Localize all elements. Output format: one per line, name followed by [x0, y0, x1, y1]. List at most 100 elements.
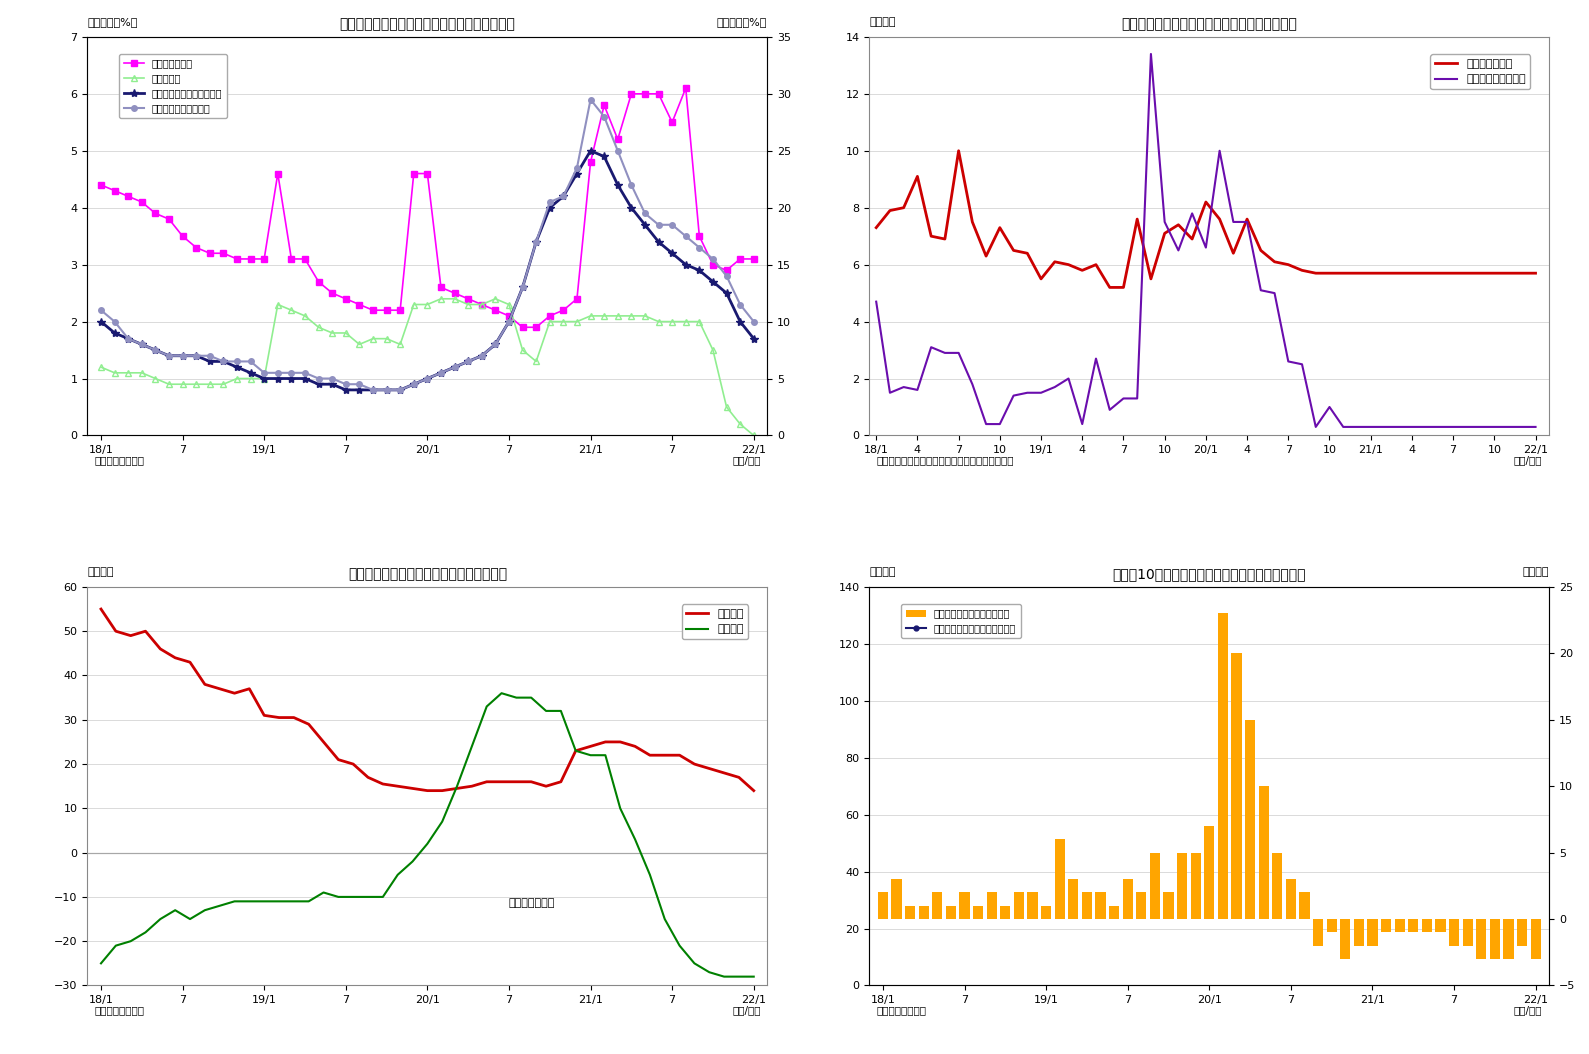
- Bar: [1217, 613, 1228, 919]
- 日銀券発行残高: [269, 168, 288, 180]
- Bar: [1449, 919, 1459, 945]
- 貨幣流通高: [499, 298, 518, 311]
- 長期国債: [685, 758, 704, 770]
- 長期国債: [359, 772, 378, 784]
- 日銀当座預金（右軸）: [472, 350, 491, 363]
- Bar: [1300, 893, 1309, 919]
- Bar: [1014, 893, 1023, 919]
- 日銀券発行残高: [308, 275, 327, 288]
- マネタリーベース（右軸）: [636, 218, 655, 231]
- 国庫短期証券買入額: [1211, 144, 1230, 157]
- 長期国債買入額: [1087, 258, 1106, 271]
- 日銀当座預金（右軸）: [744, 315, 763, 328]
- 短期国債: [404, 855, 423, 867]
- 国庫短期証券買入額: [936, 347, 955, 359]
- 短期国債: [329, 891, 348, 903]
- 日銀券発行残高: [119, 190, 138, 202]
- Legend: 日銀券発行残高, 貨幣流通高, マネタリーベース（右軸）, 日銀当座預金（右軸）: 日銀券発行残高, 貨幣流通高, マネタリーベース（右軸）, 日銀当座預金（右軸）: [119, 54, 227, 118]
- Legend: 長期国債買入額, 国庫短期証券買入額: 長期国債買入額, 国庫短期証券買入額: [1430, 55, 1530, 89]
- 日銀券発行残高: [391, 304, 410, 316]
- 貨幣流通高: [364, 332, 383, 345]
- 国庫短期証券買入額: [1251, 284, 1270, 296]
- マネタリーベース（右軸）: [337, 384, 356, 396]
- 日銀券発行残高: [677, 82, 696, 95]
- Bar: [906, 905, 915, 919]
- 日銀券発行残高: [744, 253, 763, 266]
- 短期国債: [537, 704, 556, 717]
- 日銀当座預金（右軸）: [132, 338, 151, 351]
- 短期国債: [121, 935, 140, 948]
- 長期国債: [432, 784, 451, 797]
- 日銀券発行残高: [350, 298, 369, 311]
- 長期国債買入額: [1403, 267, 1422, 279]
- Text: （月末ベース）: （月末ベース）: [508, 898, 555, 907]
- 長期国債: [626, 740, 645, 753]
- マネタリーベース（右軸）: [704, 275, 723, 288]
- 長期国債買入額: [1073, 264, 1092, 276]
- 国庫短期証券買入額: [922, 340, 941, 353]
- 貨幣流通高: [567, 315, 586, 328]
- 短期国債: [744, 971, 763, 983]
- Bar: [1408, 919, 1419, 933]
- 長期国債買入額: [1525, 267, 1545, 279]
- 国庫短期証券買入額: [949, 347, 968, 359]
- 長期国債: [137, 625, 156, 638]
- 日銀当座預金（右軸）: [459, 355, 478, 368]
- 日銀当座預金（右軸）: [364, 384, 383, 396]
- 短期国債: [137, 926, 156, 939]
- 長期国債買入額: [1004, 245, 1023, 257]
- 長期国債: [493, 776, 512, 788]
- 長期国債: [315, 736, 334, 748]
- Line: 国庫短期証券買入額: 国庫短期証券買入額: [876, 54, 1535, 427]
- 日銀券発行残高: [513, 321, 532, 334]
- 貨幣流通高: [308, 321, 327, 334]
- 国庫短期証券買入額: [963, 378, 982, 391]
- 長期国債買入額: [1019, 247, 1038, 259]
- 長期国債: [329, 754, 348, 766]
- マネタリーベース（右軸）: [567, 168, 586, 180]
- 国庫短期証券買入額: [895, 380, 914, 393]
- 貨幣流通高: [377, 332, 396, 345]
- Text: （資料）日本銀行: （資料）日本銀行: [94, 455, 145, 466]
- 日銀当座預金（右軸）: [215, 355, 234, 368]
- 貨幣流通高: [690, 315, 709, 328]
- Bar: [1082, 893, 1092, 919]
- マネタリーベース（右軸）: [663, 247, 682, 259]
- 貨幣流通高: [200, 378, 219, 391]
- Line: 貨幣流通高: 貨幣流通高: [97, 295, 758, 438]
- マネタリーベース（右軸）: [391, 384, 410, 396]
- Bar: [1340, 919, 1351, 959]
- 貨幣流通高: [350, 338, 369, 351]
- 短期国債: [448, 780, 467, 793]
- 日銀券発行残高: [609, 133, 628, 145]
- Bar: [1490, 919, 1500, 959]
- Bar: [933, 893, 942, 919]
- 日銀券発行残高: [173, 230, 192, 242]
- 貨幣流通高: [296, 310, 315, 323]
- マネタリーベース（右軸）: [146, 344, 165, 356]
- 短期国債: [181, 913, 200, 925]
- Bar: [1190, 853, 1201, 919]
- 短期国債: [551, 704, 570, 717]
- Bar: [877, 893, 888, 919]
- 日銀券発行残高: [663, 116, 682, 129]
- Bar: [1313, 919, 1324, 945]
- 日銀当座預金（右軸）: [609, 144, 628, 157]
- 長期国債買入額: [1430, 267, 1449, 279]
- マネタリーベース（右軸）: [690, 264, 709, 276]
- 長期国債: [151, 643, 170, 656]
- 長期国債買入額: [1128, 213, 1147, 226]
- 国庫短期証券買入額: [907, 384, 926, 396]
- Bar: [1055, 839, 1065, 919]
- Bar: [1368, 919, 1378, 945]
- 長期国債: [165, 651, 184, 664]
- マネタリーベース（右軸）: [418, 372, 437, 385]
- 国庫短期証券買入額: [977, 417, 996, 430]
- 貨幣流通高: [92, 360, 111, 373]
- 国庫短期証券買入額: [1128, 392, 1147, 405]
- 長期国債: [729, 772, 748, 784]
- 長期国債買入額: [1279, 258, 1298, 271]
- 日銀当座預金（右軸）: [92, 304, 111, 316]
- Bar: [1163, 893, 1174, 919]
- 国庫短期証券買入額: [1114, 392, 1133, 405]
